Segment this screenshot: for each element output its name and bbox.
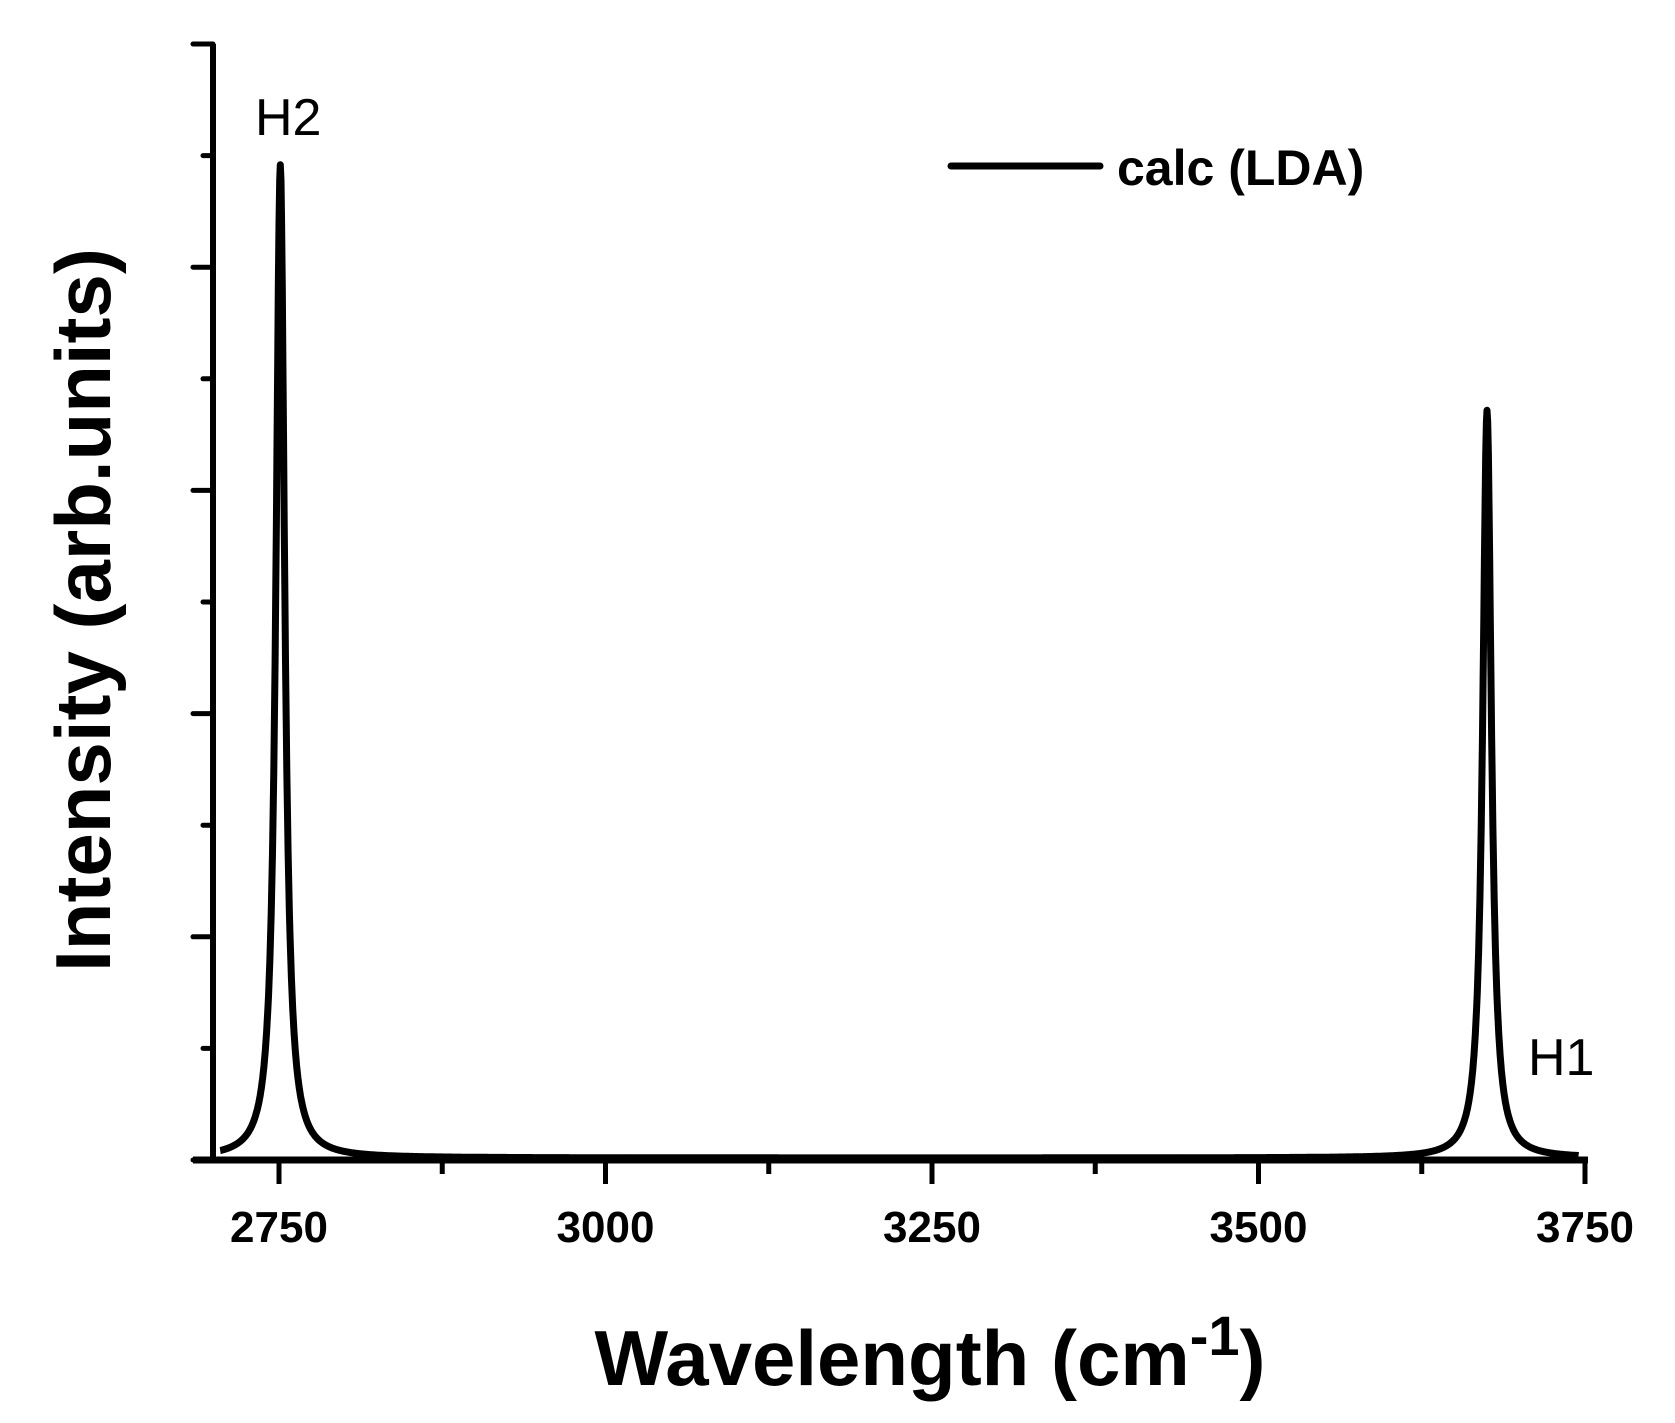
x-tick-label: 3000	[557, 1203, 655, 1252]
spectrum-line-calc-lda	[217, 161, 1582, 1162]
peak-label-h2: H2	[255, 89, 321, 147]
x-tick-label: 3250	[883, 1203, 981, 1252]
x-tick-label: 3750	[1536, 1203, 1634, 1252]
x-tick-label: 2750	[230, 1203, 328, 1252]
axes: 2750 3000 3250 3500 3750	[190, 41, 1634, 1252]
legend-label: calc (LDA)	[1117, 140, 1364, 196]
x-axis-title: Wavelength (cm-1)	[595, 1304, 1266, 1402]
y-axis-title: Intensity (arb.units)	[39, 248, 127, 972]
legend: calc (LDA)	[947, 140, 1364, 196]
x-tick-label: 3500	[1210, 1203, 1308, 1252]
peak-label-h1: H1	[1528, 1029, 1594, 1087]
